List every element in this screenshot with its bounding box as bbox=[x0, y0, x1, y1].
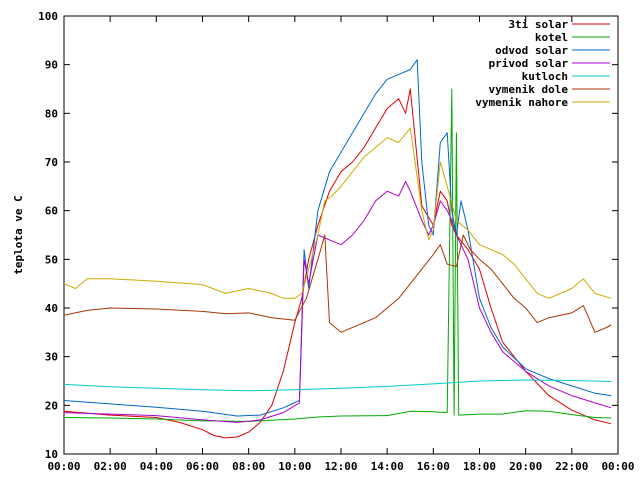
y-axis-title: teplota ve C bbox=[12, 195, 25, 274]
x-tick-label: 02:00 bbox=[94, 460, 127, 473]
legend-label: odvod solar bbox=[495, 44, 568, 57]
y-tick-label: 10 bbox=[45, 448, 58, 461]
y-tick-label: 100 bbox=[38, 10, 58, 23]
x-tick-label: 00:00 bbox=[601, 460, 634, 473]
x-tick-label: 16:00 bbox=[417, 460, 450, 473]
series-line-privod-solar bbox=[63, 181, 612, 423]
x-tick-label: 18:00 bbox=[463, 460, 496, 473]
y-tick-label: 30 bbox=[45, 351, 58, 364]
x-tick-label: 20:00 bbox=[509, 460, 542, 473]
x-tick-label: 06:00 bbox=[186, 460, 219, 473]
series-line-odvod-solar bbox=[63, 59, 612, 417]
y-tick-label: 90 bbox=[45, 59, 58, 72]
x-tick-label: 12:00 bbox=[324, 460, 357, 473]
y-tick-label: 50 bbox=[45, 253, 58, 266]
legend-label: vymenik dole bbox=[489, 83, 569, 96]
x-tick-label: 00:00 bbox=[47, 460, 80, 473]
y-tick-label: 60 bbox=[45, 205, 58, 218]
x-tick-label: 04:00 bbox=[140, 460, 173, 473]
series-line-3ti-solar bbox=[63, 88, 612, 439]
y-axis: 10 20 30 40 50 60 70 80 90 100 bbox=[38, 10, 618, 461]
legend-label: kutloch bbox=[522, 70, 568, 83]
x-tick-label: 14:00 bbox=[371, 460, 404, 473]
y-tick-label: 80 bbox=[45, 107, 58, 120]
y-tick-label: 20 bbox=[45, 399, 58, 412]
legend-label: vymenik nahore bbox=[475, 96, 568, 109]
x-tick-label: 22:00 bbox=[555, 460, 588, 473]
legend-label: 3ti solar bbox=[508, 18, 568, 31]
series-line-vymenik-nahore bbox=[63, 127, 612, 299]
x-tick-label: 08:00 bbox=[232, 460, 265, 473]
series-line-kotel bbox=[63, 88, 612, 422]
legend-label: kotel bbox=[535, 31, 568, 44]
y-tick-label: 40 bbox=[45, 302, 58, 315]
y-tick-label: 70 bbox=[45, 156, 58, 169]
x-tick-label: 10:00 bbox=[278, 460, 311, 473]
series-line-vymenik-dole bbox=[63, 234, 612, 333]
series-line-kutloch bbox=[63, 379, 612, 392]
series-layer bbox=[63, 59, 612, 439]
legend-label: privod solar bbox=[489, 57, 569, 70]
x-axis: 00:00 02:00 04:00 06:00 08:00 10:00 12:00 14:00… bbox=[47, 16, 635, 473]
